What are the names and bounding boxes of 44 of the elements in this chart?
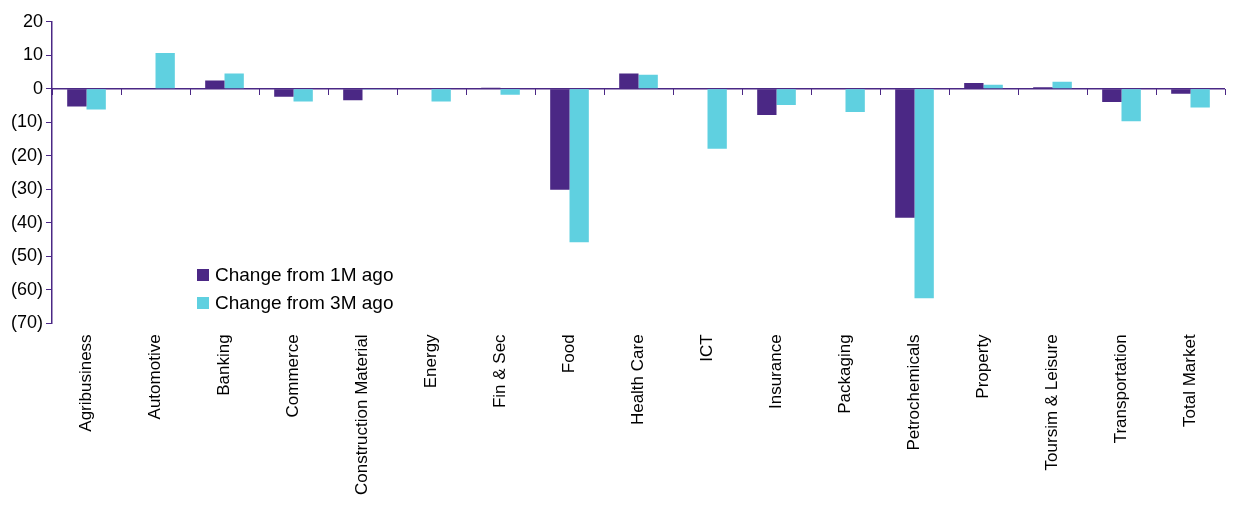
y-tick-label: 20 — [22, 10, 44, 31]
x-tick-label: Health Care — [628, 334, 648, 426]
x-tick-label: ICT — [697, 334, 717, 362]
x-tick-label: Banking — [214, 334, 234, 396]
x-tick-label: Transportation — [1111, 334, 1131, 444]
x-tick-label: Fin & Sec — [490, 333, 510, 409]
y-tick-label: (20) — [10, 144, 44, 165]
x-tick-label: Packaging — [835, 334, 855, 414]
x-tick-label: Total Market — [1180, 334, 1200, 427]
y-tick-label: (30) — [10, 178, 44, 199]
bar — [845, 89, 865, 112]
x-tick-label: Food — [559, 334, 579, 374]
x-tick-label: Energy — [421, 333, 441, 389]
y-tick-label: 0 — [32, 77, 44, 98]
bar — [86, 89, 106, 110]
bar — [155, 52, 175, 89]
legend-label: Change from 3M ago — [215, 292, 394, 315]
x-tick-label: Automotive — [145, 334, 165, 420]
x-tick-label: Agribusiness — [76, 334, 96, 432]
y-tick-label: (70) — [10, 312, 44, 333]
x-tick-label: Insurance — [766, 334, 786, 410]
bar — [914, 89, 934, 299]
bar — [638, 74, 658, 89]
y-tick-label: (60) — [10, 278, 44, 299]
bar — [1121, 89, 1141, 122]
x-tick-label: Petrochemicals — [904, 334, 924, 451]
y-tick-label: 10 — [22, 44, 44, 65]
y-tick-label: (40) — [10, 211, 44, 232]
x-tick-label: Toursim & Leisure — [1042, 334, 1062, 471]
y-tick-label: (10) — [10, 111, 44, 132]
bar — [707, 89, 727, 149]
bar — [431, 89, 451, 102]
bar — [1190, 89, 1210, 108]
bar — [293, 89, 313, 102]
y-tick-label: (50) — [10, 245, 44, 266]
bar — [224, 73, 244, 89]
x-tick-label: Commerce — [283, 334, 303, 418]
legend-label: Change from 1M ago — [215, 264, 394, 287]
x-tick-label: Construction Material — [352, 334, 372, 495]
x-tick-label: Property — [973, 333, 993, 399]
bar — [569, 89, 589, 243]
bar — [500, 89, 520, 95]
bar — [1052, 81, 1072, 89]
bar — [776, 89, 796, 105]
